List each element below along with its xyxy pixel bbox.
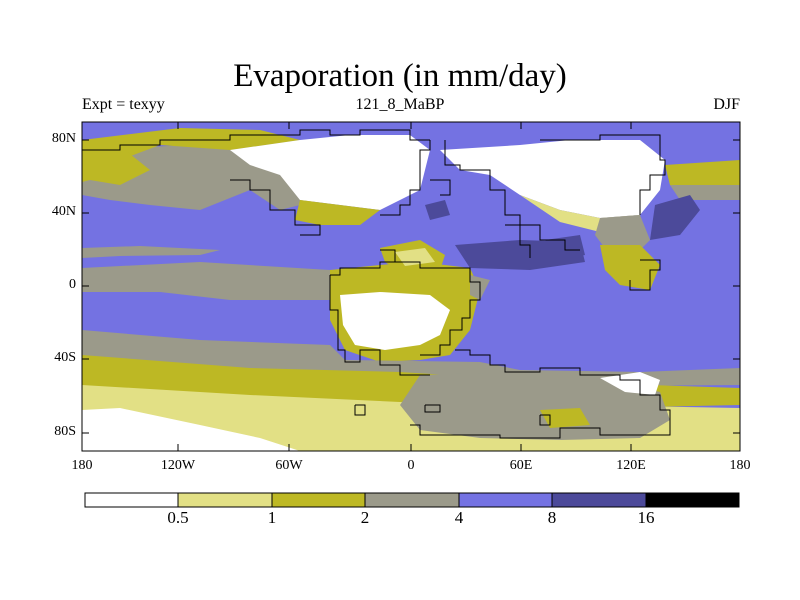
field-pacific-grey-band2: [82, 246, 220, 258]
colorbar-box-4: [458, 492, 553, 508]
lat-label-40s: 40S: [54, 350, 76, 365]
coastlines: [82, 129, 671, 439]
colorbar-box-0: [84, 492, 179, 508]
lat-ticks: [82, 139, 740, 434]
map-title: Evaporation (in mm/day): [233, 58, 567, 94]
colorbar-box-1: [177, 492, 273, 508]
colorbar-label-1: 1: [267, 508, 277, 527]
colorbar-box-5: [551, 492, 647, 508]
colorbar-box-2: [271, 492, 366, 508]
land-south-small-olive: [540, 408, 590, 428]
lon-label-120e: 120E: [616, 458, 646, 473]
field-north-pacific-olive: [82, 150, 150, 185]
lon-label-120w: 120W: [160, 458, 196, 473]
lat-label-80n: 80N: [51, 131, 76, 146]
colorbar-label-16: 16: [637, 508, 655, 527]
land-antarctica-white: [600, 372, 660, 395]
lon-label-0: 0: [407, 458, 415, 473]
field-8-16-pacific: [650, 195, 700, 240]
colorbar-label-0-5: 0.5: [167, 508, 189, 527]
land-mid-olive: [295, 200, 380, 225]
land-eurasia: [440, 140, 665, 218]
field-antarctic-white: [82, 408, 300, 451]
colorbar-label-8: 8: [547, 508, 557, 527]
field-8-16-small: [425, 200, 450, 220]
colorbar-label-2: 2: [360, 508, 370, 527]
lon-ticks: [81, 122, 741, 451]
lon-label-180e: 180: [729, 458, 751, 473]
experiment-label: Expt = texyy: [82, 96, 165, 113]
land-asia-olive: [600, 245, 660, 290]
lat-label-80s: 80S: [54, 424, 76, 439]
colorbar-label-4: 4: [454, 508, 464, 527]
land-equatorial-white: [340, 292, 450, 350]
lon-label-60w: 60W: [275, 458, 303, 473]
colorbar: [84, 492, 740, 508]
map-fields: [82, 122, 740, 451]
land-north-america: [230, 135, 430, 210]
season-label: DJF: [713, 96, 740, 113]
time-period-label: 121_8_MaBP: [355, 96, 445, 113]
colorbar-box-6: [645, 492, 740, 508]
lon-label-60e: 60E: [509, 458, 533, 473]
field-pacific-grey-band: [82, 262, 330, 300]
colorbar-box-3: [364, 492, 460, 508]
lon-label-180w: 180: [71, 458, 93, 473]
lat-label-40n: 40N: [51, 204, 76, 219]
field-north-olive: [82, 128, 300, 165]
lat-label-eq: 0: [69, 277, 76, 292]
land-antarctica-grey: [400, 372, 670, 440]
